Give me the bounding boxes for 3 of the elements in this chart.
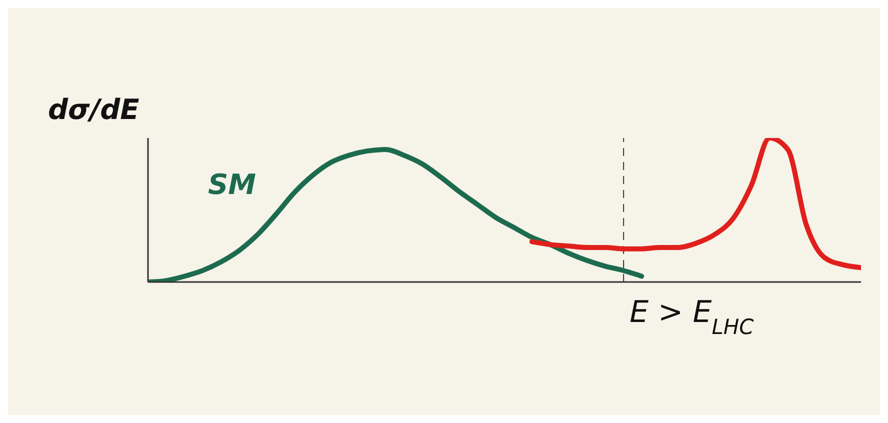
x-axis-title: E > E$_{LHC}$ (630, 295, 754, 339)
y-axis-title: dσ/dE (48, 93, 140, 126)
series-label: SM (208, 168, 256, 201)
